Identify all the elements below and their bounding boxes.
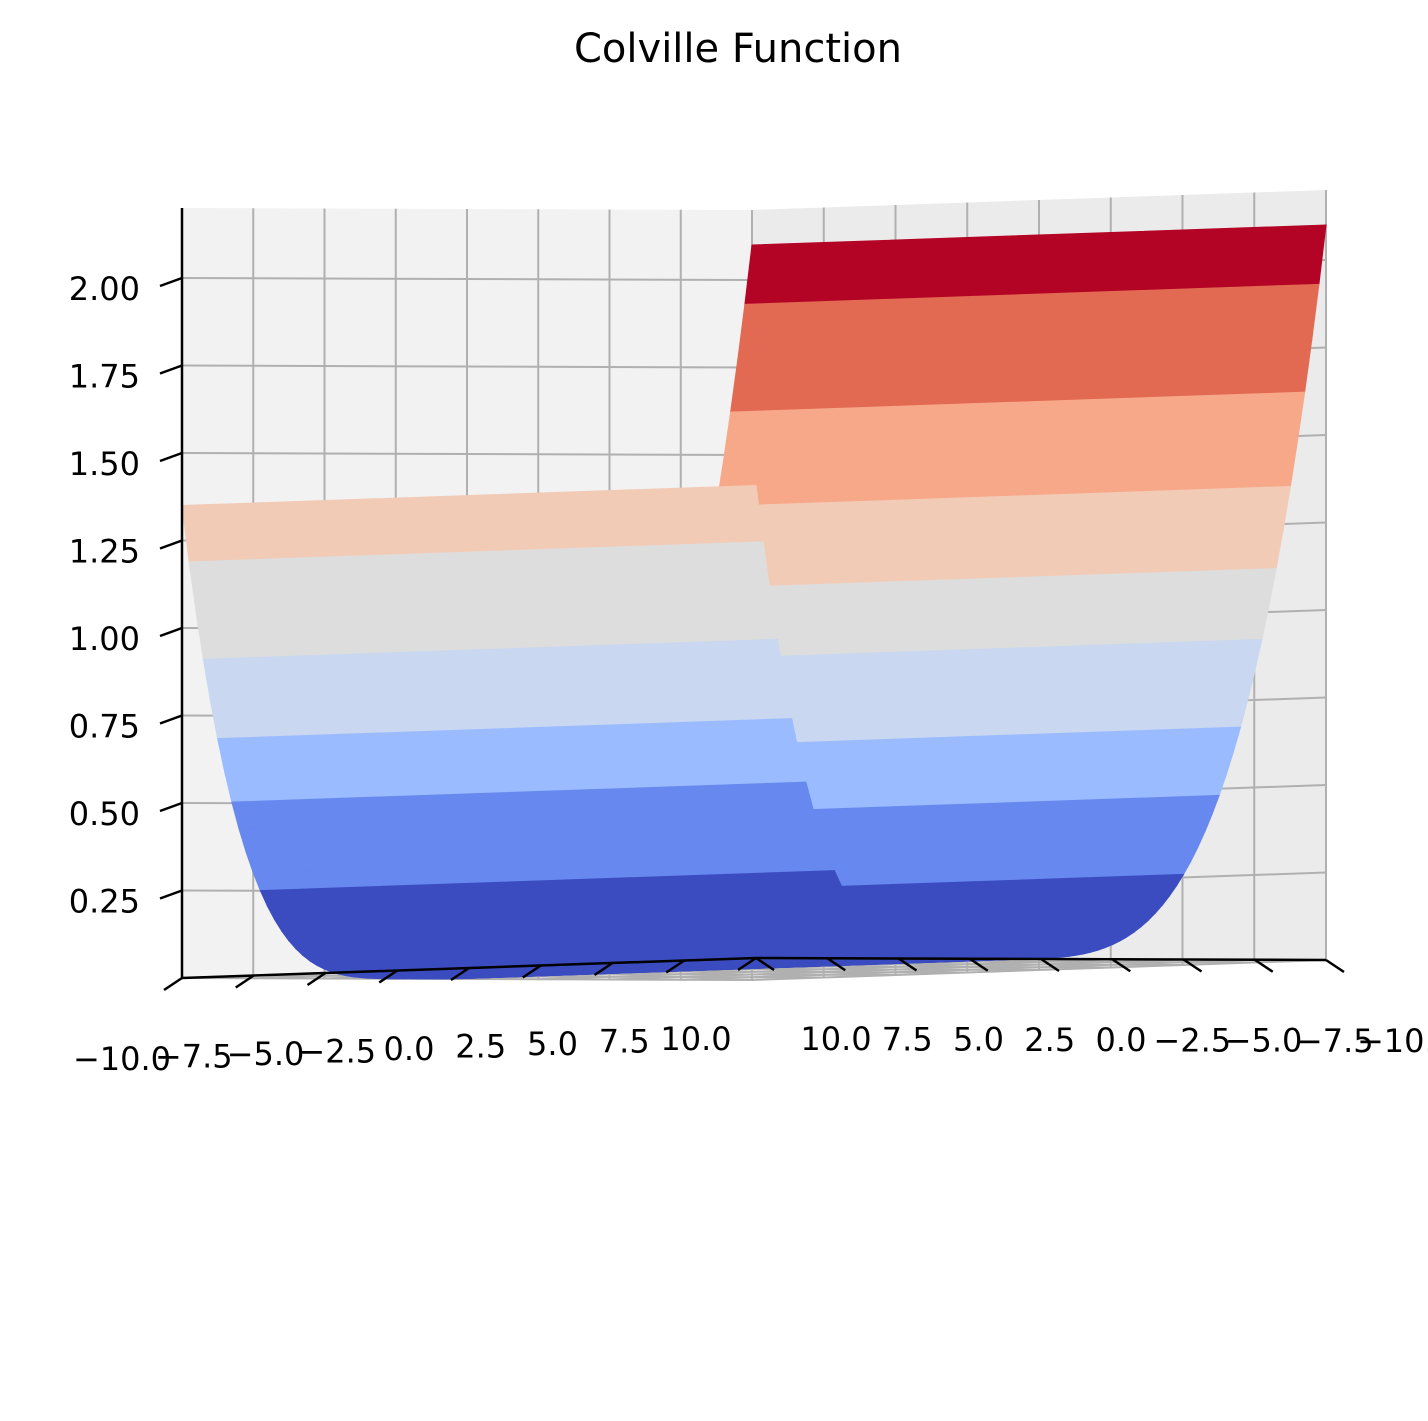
z-tick bbox=[159, 714, 183, 725]
x-tick bbox=[593, 961, 614, 977]
z-tick-label: 1.00 bbox=[69, 620, 140, 658]
y-tick bbox=[1325, 958, 1345, 974]
gridline-y bbox=[608, 209, 1184, 981]
z-tick bbox=[159, 889, 183, 900]
z-tick bbox=[159, 626, 183, 638]
z-tick-label: 1.25 bbox=[69, 533, 140, 571]
z-tick-label: 1.50 bbox=[69, 445, 140, 483]
y-tick-label: 0.0 bbox=[1096, 1021, 1147, 1059]
x-tick-label: −7.5 bbox=[155, 1038, 233, 1076]
y-tick-label: 2.5 bbox=[1024, 1021, 1075, 1059]
surface bbox=[181, 224, 1327, 980]
z-tick bbox=[159, 451, 183, 463]
z-tick bbox=[159, 364, 183, 375]
y-tick-label: −5.0 bbox=[1225, 1022, 1303, 1060]
y-tick bbox=[1111, 958, 1131, 973]
z-tick-label: 0.25 bbox=[69, 883, 140, 921]
x-tick-label: −2.5 bbox=[298, 1033, 376, 1071]
y-tick bbox=[897, 957, 918, 972]
y-tick bbox=[969, 957, 989, 972]
x-tick bbox=[235, 974, 255, 989]
z-tick bbox=[159, 801, 183, 813]
y-tick bbox=[1182, 958, 1203, 973]
x-tick bbox=[306, 971, 327, 987]
ticks: −10.0−7.5−5.0−2.50.02.55.07.510.0−10.0−7… bbox=[69, 270, 1428, 1078]
x-tick-label: 0.0 bbox=[384, 1030, 435, 1068]
y-tick-label: 10.0 bbox=[800, 1020, 871, 1058]
y-tick bbox=[826, 957, 846, 972]
gridline-y bbox=[679, 209, 1255, 981]
gridline-y bbox=[537, 209, 1113, 981]
x-tick-label: −10.0 bbox=[73, 1040, 171, 1078]
x-tick bbox=[378, 969, 398, 984]
chart-title: Colville Function bbox=[574, 26, 902, 72]
y-tick bbox=[755, 956, 775, 972]
x-tick-label: 2.5 bbox=[455, 1028, 506, 1066]
x-tick-label: −5.0 bbox=[227, 1035, 305, 1073]
x-tick bbox=[665, 959, 685, 974]
x-tick bbox=[450, 966, 470, 982]
y-tick-label: −2.5 bbox=[1153, 1021, 1231, 1059]
y-tick-label: −10.0 bbox=[1357, 1022, 1428, 1060]
x-tick-label: 7.5 bbox=[599, 1023, 650, 1061]
z-tick bbox=[159, 276, 183, 288]
z-tick bbox=[159, 539, 183, 550]
z-tick-label: 2.00 bbox=[69, 270, 140, 308]
y-tick bbox=[1040, 957, 1060, 973]
y-tick-label: −7.5 bbox=[1296, 1022, 1374, 1060]
z-tick-label: 1.75 bbox=[69, 358, 140, 396]
x-tick bbox=[522, 964, 542, 979]
x-tick bbox=[737, 956, 757, 972]
y-tick bbox=[1254, 958, 1274, 973]
z-tick-label: 0.50 bbox=[69, 795, 140, 833]
gridline-y bbox=[466, 209, 1042, 981]
y-tick-label: 5.0 bbox=[953, 1021, 1004, 1059]
x-tick bbox=[163, 976, 183, 992]
y-tick-label: 7.5 bbox=[882, 1020, 933, 1058]
z-tick-label: 0.75 bbox=[69, 708, 140, 746]
x-tick-label: 5.0 bbox=[527, 1025, 578, 1063]
x-tick-label: 10.0 bbox=[660, 1020, 731, 1058]
